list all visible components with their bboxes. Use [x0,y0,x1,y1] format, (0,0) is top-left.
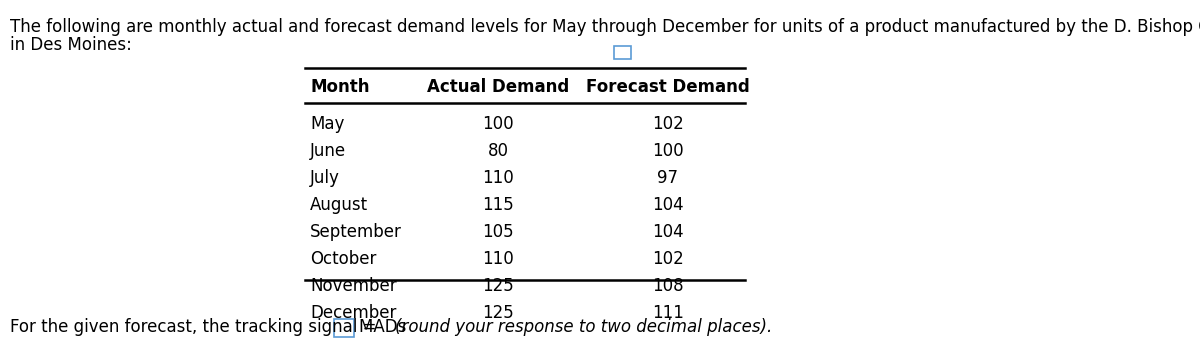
FancyBboxPatch shape [613,46,630,58]
Text: October: October [310,250,377,268]
Text: 115: 115 [482,196,514,214]
Text: 104: 104 [652,223,684,241]
Text: 110: 110 [482,169,514,187]
Text: For the given forecast, the tracking signal =: For the given forecast, the tracking sig… [10,318,382,336]
Text: Actual Demand: Actual Demand [427,78,569,96]
Text: 102: 102 [652,250,684,268]
Text: 100: 100 [652,142,684,160]
Text: May: May [310,115,344,133]
Text: December: December [310,304,396,322]
Text: July: July [310,169,340,187]
Text: November: November [310,277,397,295]
Text: 80: 80 [487,142,509,160]
Text: 110: 110 [482,250,514,268]
Text: in Des Moines:: in Des Moines: [10,36,132,54]
Text: 100: 100 [482,115,514,133]
Text: 104: 104 [652,196,684,214]
Text: MADs: MADs [359,318,412,336]
Text: 102: 102 [652,115,684,133]
FancyBboxPatch shape [335,319,354,337]
Text: 108: 108 [652,277,684,295]
Text: (round your response to two decimal places).: (round your response to two decimal plac… [395,318,772,336]
Text: 125: 125 [482,304,514,322]
Text: September: September [310,223,402,241]
Text: August: August [310,196,368,214]
Text: 105: 105 [482,223,514,241]
Text: June: June [310,142,346,160]
Text: 111: 111 [652,304,684,322]
Text: The following are monthly actual and forecast demand levels for May through Dece: The following are monthly actual and for… [10,18,1200,36]
Text: Forecast Demand: Forecast Demand [586,78,750,96]
Text: Month: Month [310,78,370,96]
Text: 125: 125 [482,277,514,295]
Text: 97: 97 [658,169,678,187]
